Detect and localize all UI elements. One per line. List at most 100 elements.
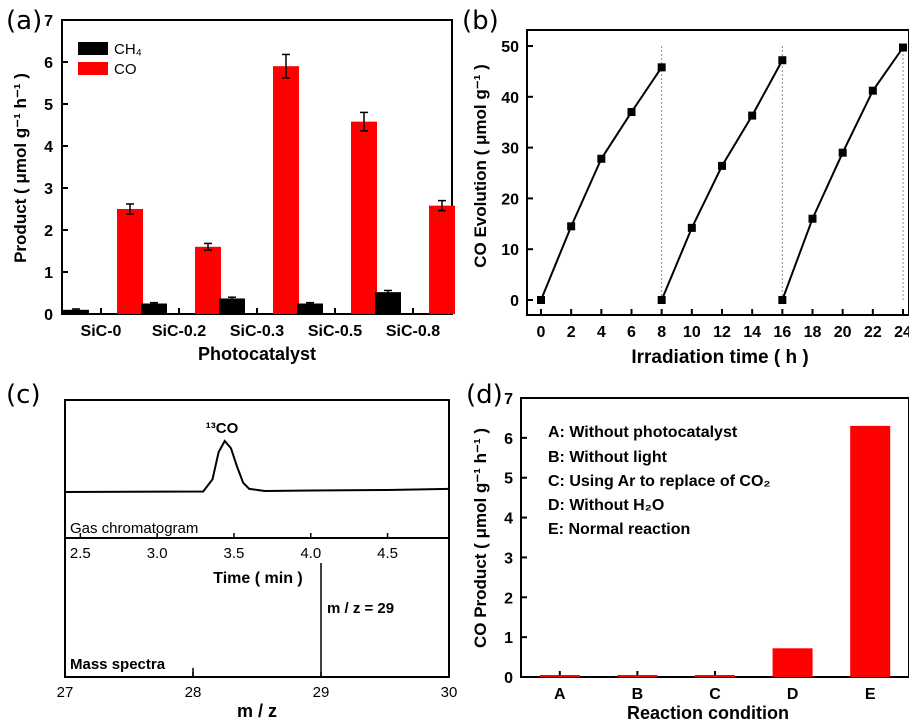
data-point [838, 148, 847, 157]
data-point [899, 43, 907, 52]
panel-d-chart: 0 1 2 3 4 5 6 7 A B C D E Reaction condition CO Pro… [471, 391, 909, 723]
mass-spectra-label: Mass spectra [70, 656, 166, 673]
panel-d-y-tick-label: 6 [504, 431, 513, 448]
legend-swatch-co [78, 62, 108, 75]
panel-b-x-tick-label: 6 [627, 324, 636, 341]
ch4-bar [297, 303, 323, 314]
panel-c-chart: 2.5 3.0 3.5 4.0 4.5 27 28 29 30 ¹³CO Gas chroma… [57, 399, 458, 721]
panel-b-frame [526, 29, 909, 316]
panel-a-x-tick-label: SiC-0.3 [230, 323, 284, 340]
data-point [808, 214, 817, 223]
co-evolution-cycle-3-line [781, 46, 904, 301]
panel-a-x-tick-label: SiC-0.2 [152, 323, 206, 340]
panel-d-legend: A: Without photocatalyst B: Without ligh… [548, 424, 771, 538]
panel-d-x-tick-label: C [709, 686, 721, 703]
panel-b-y-tick-label: 20 [501, 191, 519, 208]
panel-label-b: (b) [462, 6, 499, 36]
panel-a-x-tick-label: SiC-0.5 [308, 323, 362, 340]
panel-c-top-frame [64, 399, 450, 539]
co-bar [351, 121, 377, 314]
panel-label-c: (c) [6, 380, 41, 410]
panel-a-y-tick-label: 2 [44, 223, 53, 240]
co-evolution-cycle-1-line [540, 66, 663, 301]
panel-a-y-tick-label: 0 [44, 307, 53, 324]
panel-a-x-axis-label: Photocatalyst [198, 344, 316, 364]
gas-chromatogram-label: Gas chromatogram [70, 520, 198, 537]
data-point [657, 63, 666, 72]
panel-b-x-tick-label: 22 [864, 324, 882, 341]
ch4-bar [141, 303, 167, 314]
panel-d-y-tick-label: 5 [504, 471, 513, 488]
gc-x-tick-label: 3.5 [224, 545, 245, 562]
panel-b-x-tick-label: 8 [657, 324, 666, 341]
data-point [657, 296, 666, 304]
ms-x-tick-label: 29 [313, 684, 330, 701]
panel-a-y-tick-label: 1 [44, 265, 53, 282]
panel-b-x-tick-label: 20 [834, 324, 852, 341]
data-point [567, 222, 576, 231]
panel-label-d: (d) [466, 380, 503, 410]
panel-d-y-tick-label: 3 [504, 550, 513, 567]
data-point [778, 56, 787, 65]
co-bar [117, 209, 143, 314]
data-point [687, 223, 696, 232]
panel-b-x-tick-label: 16 [773, 324, 791, 341]
co-bar [429, 205, 455, 314]
panel-d-y-tick-label: 4 [504, 511, 513, 528]
panel-a-x-tick-label: SiC-0 [81, 323, 122, 340]
panel-b-x-axis-label: Irradiation time ( h ) [631, 347, 808, 368]
panel-a-y-tick-label: 5 [44, 97, 53, 114]
ch4-bar [219, 298, 245, 314]
panel-d-x-tick-label: A [554, 686, 566, 703]
data-point [627, 108, 636, 117]
condition-label-b: B: Without light [548, 449, 668, 466]
condition-e-bar [850, 425, 891, 677]
panel-c-bottom-x-axis-label: m / z [237, 701, 277, 721]
panel-d-x-axis-label: Reaction condition [627, 703, 789, 723]
panel-label-a: (a) [6, 6, 42, 36]
legend-swatch-ch4 [78, 42, 108, 55]
panel-a-y-tick-label: 7 [44, 13, 53, 30]
panel-b-x-tick-label: 4 [597, 324, 606, 341]
panel-b-y-tick-label: 50 [501, 39, 519, 56]
panel-c-bottom-frame [64, 537, 450, 678]
panel-a-legend: CH₄ CO [78, 41, 142, 78]
panel-a-x-tick-label: SiC-0.8 [386, 323, 440, 340]
ch4-bar [63, 309, 89, 314]
panel-b-x-tick-label: 0 [537, 324, 546, 341]
legend-label-co: CO [114, 61, 137, 78]
data-point [868, 86, 877, 95]
panel-d-y-tick-label: 0 [504, 670, 513, 687]
panel-a-y-tick-label: 6 [44, 55, 53, 72]
panel-d-y-tick-label: 7 [504, 391, 513, 408]
ms-x-tick-label: 27 [57, 684, 74, 701]
ms-x-tick-label: 30 [441, 684, 458, 701]
panel-c-top-x-axis-label: Time ( min ) [213, 570, 303, 587]
condition-d-bar [772, 648, 813, 677]
co-bar [195, 246, 221, 314]
gas-chromatogram-curve [64, 439, 450, 493]
panel-b-y-tick-label: 30 [501, 141, 519, 158]
panel-b-y-axis-label: CO Evolution ( μmol g⁻¹ ) [471, 64, 490, 268]
gc-x-tick-label: 4.0 [300, 545, 321, 562]
gc-peak-label: ¹³CO [206, 420, 239, 437]
condition-label-a: A: Without photocatalyst [548, 424, 738, 441]
legend-label-ch4: CH₄ [114, 41, 142, 58]
condition-c-bar [695, 675, 735, 677]
ch4-bar [375, 292, 401, 314]
data-point [597, 154, 606, 163]
panel-d-y-tick-label: 1 [504, 630, 513, 647]
condition-a-bar [539, 675, 580, 677]
panel-b-x-tick-label: 24 [894, 324, 909, 341]
panel-b-x-tick-label: 14 [743, 324, 761, 341]
condition-label-d: D: Without H₂O [548, 497, 664, 514]
condition-label-e: E: Normal reaction [548, 521, 690, 538]
panel-d-x-tick-label: D [787, 686, 799, 703]
panel-b-y-tick-label: 0 [510, 293, 519, 310]
panel-b-x-tick-label: 10 [683, 324, 701, 341]
data-point [718, 161, 726, 170]
co-bar [273, 66, 299, 314]
panel-b-y-tick-label: 40 [501, 90, 519, 107]
